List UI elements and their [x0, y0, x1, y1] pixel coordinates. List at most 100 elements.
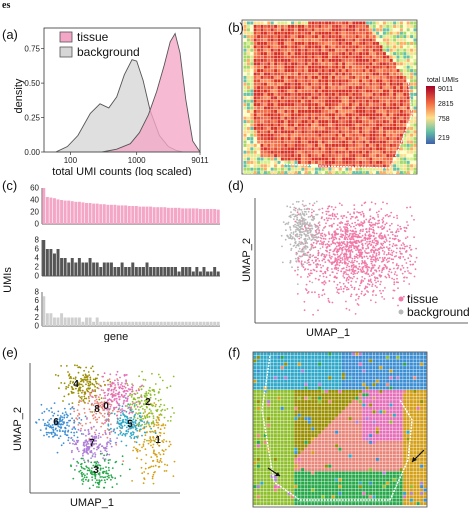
d-point-tissue — [325, 276, 328, 279]
b-spot — [410, 82, 414, 86]
b-spot — [284, 137, 288, 141]
e-point-cluster-2 — [170, 415, 172, 418]
b-spot — [328, 69, 332, 73]
b-spot — [314, 24, 318, 28]
d-point-background — [300, 242, 302, 245]
e-point-cluster-0 — [92, 414, 95, 416]
b-spot — [369, 130, 373, 134]
e-point-cluster-2 — [134, 408, 137, 410]
b-spot — [246, 116, 250, 120]
b-spot — [304, 157, 308, 161]
e-point-cluster-3 — [79, 469, 82, 472]
e-point-cluster-3 — [94, 472, 96, 474]
c-bar — [149, 321, 153, 326]
d-point-background — [311, 238, 314, 241]
colorbar-tick-1: 9011 — [438, 86, 453, 93]
b-spot — [301, 21, 305, 25]
d-point-tissue — [406, 276, 408, 279]
b-spot — [348, 28, 352, 32]
b-spot — [359, 109, 363, 113]
b-spot — [355, 92, 359, 96]
b-spot — [291, 130, 295, 134]
b-spot — [308, 31, 312, 35]
b-spot — [369, 120, 373, 124]
d-point-tissue — [399, 257, 401, 260]
e-point-cluster-3 — [121, 463, 124, 466]
b-spot — [274, 164, 278, 168]
b-spot — [406, 126, 410, 130]
e-point-cluster-1 — [158, 461, 161, 464]
b-spot — [297, 160, 301, 164]
b-spot — [372, 130, 376, 134]
d-point-tissue — [326, 269, 329, 272]
b-spot — [328, 86, 332, 90]
d-point-tissue — [396, 274, 398, 277]
c-bar — [131, 206, 135, 224]
d-point-tissue — [322, 265, 324, 267]
c-bar — [202, 321, 206, 326]
e-point-cluster-5 — [125, 429, 128, 432]
b-spot — [393, 45, 397, 49]
d-point-tissue — [362, 215, 365, 218]
b-spot — [263, 154, 267, 158]
b-spot — [410, 137, 414, 141]
d-point-tissue — [415, 247, 417, 250]
d-point-tissue — [330, 243, 333, 246]
e-point-cluster-0 — [94, 400, 96, 402]
d-point-tissue — [356, 242, 358, 244]
d-point-tissue — [404, 258, 406, 261]
d-point-tissue — [395, 251, 398, 254]
b-spot — [311, 133, 315, 137]
b-spot — [253, 133, 257, 137]
b-spot — [376, 147, 380, 151]
b-spot — [277, 58, 281, 62]
d-point-background — [281, 261, 284, 264]
b-spot — [260, 171, 264, 175]
c-bar — [99, 267, 103, 276]
e-point-cluster-4 — [65, 365, 68, 367]
d-point-background — [313, 238, 316, 241]
b-spot — [284, 167, 288, 171]
d-point-tissue — [372, 217, 375, 219]
d-point-background — [298, 213, 301, 216]
e-point-cluster-5 — [116, 417, 119, 420]
d-point-tissue — [402, 256, 405, 258]
b-spot — [260, 120, 264, 124]
b-spot — [393, 96, 397, 100]
b-spot — [348, 72, 352, 76]
e-point-cluster-4 — [85, 397, 88, 400]
d-point-tissue — [303, 205, 305, 207]
d-point-background — [308, 229, 311, 231]
d-point-tissue — [376, 257, 379, 260]
e-point-cluster-3 — [80, 472, 83, 475]
d-point-background — [308, 238, 311, 240]
b-spot — [406, 65, 410, 69]
b-spot — [260, 123, 264, 127]
d-point-tissue — [396, 267, 399, 270]
e-point-cluster-1 — [156, 455, 158, 458]
d-point-tissue — [389, 237, 391, 240]
b-spot — [379, 103, 383, 107]
d-point-tissue — [358, 255, 361, 258]
e-point-cluster-2 — [142, 417, 145, 420]
b-spot — [369, 86, 373, 90]
b-spot — [325, 157, 329, 161]
b-spot — [372, 150, 376, 154]
d-point-background — [300, 234, 303, 237]
d-point-background — [304, 223, 307, 226]
b-spot — [335, 120, 339, 124]
e-point-cluster-3 — [100, 479, 103, 482]
b-spot — [362, 62, 366, 66]
b-spot — [403, 41, 407, 45]
b-spot — [243, 103, 247, 107]
e-point-cluster-3 — [105, 472, 108, 475]
e-point-cluster-2 — [154, 440, 156, 443]
b-spot — [294, 103, 298, 107]
c-bar — [209, 271, 213, 276]
b-spot — [287, 140, 291, 144]
c-bar — [141, 321, 145, 326]
b-spot — [246, 171, 250, 175]
b-spot — [345, 133, 349, 137]
e-point-cluster-0 — [102, 380, 105, 383]
e-point-cluster-4 — [79, 386, 82, 389]
